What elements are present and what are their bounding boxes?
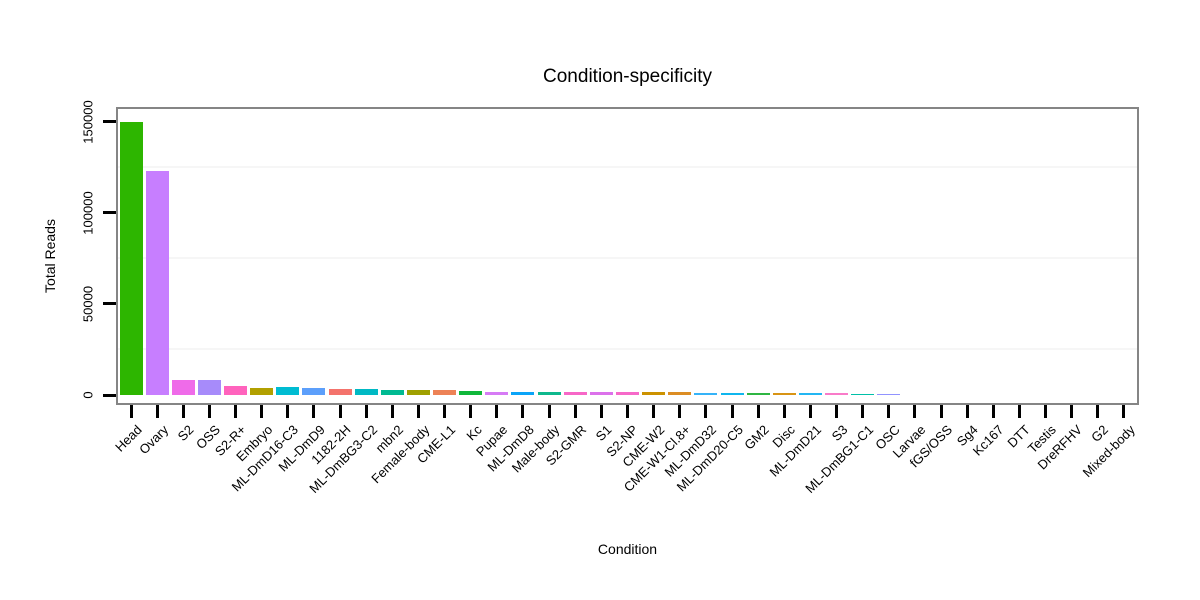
x-tick xyxy=(129,405,133,418)
y-tick xyxy=(103,393,116,397)
bar xyxy=(485,391,509,395)
x-tick-label: GM2 xyxy=(741,422,772,453)
x-tick xyxy=(730,405,734,418)
y-tick-label: 150000 xyxy=(80,99,96,144)
x-tick xyxy=(1096,405,1100,418)
bar xyxy=(197,380,221,395)
x-axis-title: Condition xyxy=(597,541,658,557)
bar xyxy=(851,393,875,395)
x-tick xyxy=(626,405,629,418)
x-tick xyxy=(652,405,656,418)
minor-gridline xyxy=(118,166,1137,169)
x-tick xyxy=(364,405,368,418)
bar xyxy=(642,392,666,395)
bar xyxy=(511,391,535,395)
y-axis-title: Total Reads xyxy=(42,219,58,293)
x-tick xyxy=(965,405,969,418)
x-tick xyxy=(312,405,316,418)
x-tick xyxy=(155,405,159,418)
y-tick-label: 0 xyxy=(80,391,96,399)
x-tick xyxy=(991,405,995,418)
x-tick xyxy=(207,405,211,418)
bar xyxy=(616,392,639,395)
x-tick xyxy=(939,405,943,418)
bar xyxy=(563,392,587,395)
x-tick xyxy=(599,405,603,418)
bar xyxy=(694,392,718,395)
bar xyxy=(459,390,483,395)
x-tick xyxy=(678,405,682,418)
x-tick xyxy=(443,405,447,418)
x-tick xyxy=(390,405,394,418)
bar xyxy=(668,392,692,395)
x-tick xyxy=(1044,405,1048,418)
bar xyxy=(354,388,378,395)
bar xyxy=(145,170,169,395)
x-tick xyxy=(1122,405,1126,418)
x-tick xyxy=(782,405,786,418)
x-tick xyxy=(234,405,238,418)
y-tick-label: 100000 xyxy=(80,191,96,235)
bar xyxy=(825,393,849,395)
bar xyxy=(328,388,352,395)
bar xyxy=(537,391,561,395)
x-tick xyxy=(416,405,420,418)
x-tick xyxy=(913,405,917,418)
bar xyxy=(171,379,195,395)
x-tick xyxy=(495,405,499,418)
bar xyxy=(380,390,404,395)
x-tick xyxy=(861,405,865,418)
x-tick xyxy=(887,405,891,418)
bar xyxy=(276,387,300,395)
bar xyxy=(224,385,248,395)
bar xyxy=(406,390,430,395)
bar xyxy=(772,393,796,395)
x-tick xyxy=(547,405,551,418)
x-tick xyxy=(573,405,577,418)
bar xyxy=(433,390,457,395)
bar xyxy=(250,387,274,395)
x-tick xyxy=(181,405,185,418)
x-tick xyxy=(469,405,473,418)
bar xyxy=(746,392,770,395)
bar xyxy=(119,121,143,395)
bar xyxy=(302,387,326,395)
x-tick xyxy=(260,405,264,418)
minor-gridline xyxy=(118,348,1137,351)
y-tick xyxy=(103,302,116,306)
bar xyxy=(798,393,822,395)
bar xyxy=(877,393,901,395)
x-tick xyxy=(704,405,708,418)
y-tick xyxy=(103,120,116,124)
x-tick xyxy=(286,405,290,418)
x-tick xyxy=(521,405,525,418)
plot-panel xyxy=(116,107,1139,405)
y-tick xyxy=(103,211,116,215)
minor-gridline xyxy=(118,257,1137,260)
x-tick-label: Ovary xyxy=(135,422,171,458)
bar xyxy=(720,392,744,395)
bar xyxy=(589,392,613,395)
x-tick xyxy=(338,405,342,418)
x-tick xyxy=(1017,405,1021,418)
chart-title: Condition-specificity xyxy=(543,66,712,87)
x-tick xyxy=(808,405,812,418)
y-tick-label: 50000 xyxy=(80,285,96,322)
x-tick xyxy=(756,405,760,418)
x-tick xyxy=(1070,405,1074,418)
x-tick xyxy=(835,405,839,418)
